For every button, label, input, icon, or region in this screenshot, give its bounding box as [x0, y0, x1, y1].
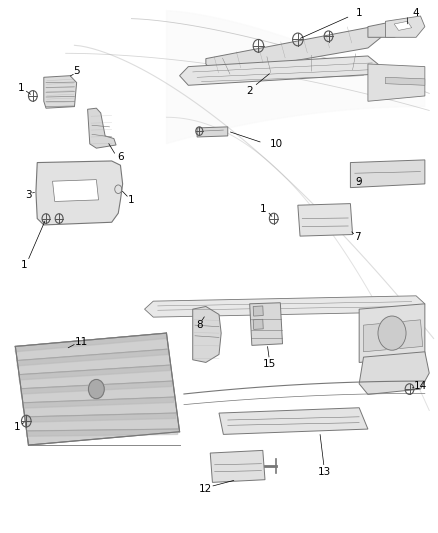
Polygon shape	[368, 21, 407, 37]
Text: 8: 8	[196, 320, 203, 330]
Polygon shape	[197, 127, 228, 137]
Text: 9: 9	[356, 177, 363, 187]
Polygon shape	[25, 413, 176, 422]
Text: 5: 5	[73, 67, 80, 76]
Polygon shape	[253, 306, 263, 316]
Circle shape	[88, 379, 104, 399]
Text: 1: 1	[13, 423, 20, 432]
Polygon shape	[253, 319, 263, 329]
Polygon shape	[53, 180, 99, 201]
Polygon shape	[219, 408, 368, 434]
Text: 11: 11	[74, 337, 88, 347]
Text: 10: 10	[269, 139, 283, 149]
Text: 3: 3	[25, 190, 32, 199]
Polygon shape	[44, 76, 77, 108]
Polygon shape	[15, 333, 180, 445]
Polygon shape	[36, 161, 123, 225]
Text: 12: 12	[198, 484, 212, 494]
Text: 1: 1	[259, 205, 266, 214]
Text: 14: 14	[414, 382, 427, 391]
Polygon shape	[298, 204, 353, 236]
Text: 1: 1	[18, 83, 25, 93]
Polygon shape	[145, 296, 425, 317]
Text: 1: 1	[356, 9, 363, 18]
Text: 7: 7	[353, 232, 360, 242]
Polygon shape	[166, 11, 425, 144]
Polygon shape	[27, 429, 178, 437]
Text: 15: 15	[263, 359, 276, 368]
Polygon shape	[210, 450, 265, 482]
Polygon shape	[193, 306, 221, 362]
Polygon shape	[385, 77, 425, 85]
Polygon shape	[359, 304, 425, 362]
Polygon shape	[21, 381, 172, 394]
Text: 1: 1	[21, 261, 28, 270]
Polygon shape	[206, 27, 381, 75]
Circle shape	[378, 316, 406, 350]
Polygon shape	[180, 56, 381, 85]
Text: 13: 13	[318, 467, 331, 477]
Polygon shape	[250, 303, 283, 345]
Polygon shape	[359, 352, 429, 394]
Polygon shape	[19, 365, 170, 380]
Polygon shape	[23, 397, 174, 408]
Polygon shape	[364, 320, 423, 352]
Text: 2: 2	[246, 86, 253, 95]
Polygon shape	[385, 16, 425, 37]
Polygon shape	[394, 21, 412, 30]
Polygon shape	[17, 349, 168, 366]
Polygon shape	[15, 333, 166, 352]
Text: 1: 1	[128, 195, 135, 205]
Text: 4: 4	[413, 9, 420, 18]
Polygon shape	[368, 64, 425, 101]
Polygon shape	[350, 160, 425, 188]
Text: 6: 6	[117, 152, 124, 162]
Polygon shape	[88, 108, 116, 148]
